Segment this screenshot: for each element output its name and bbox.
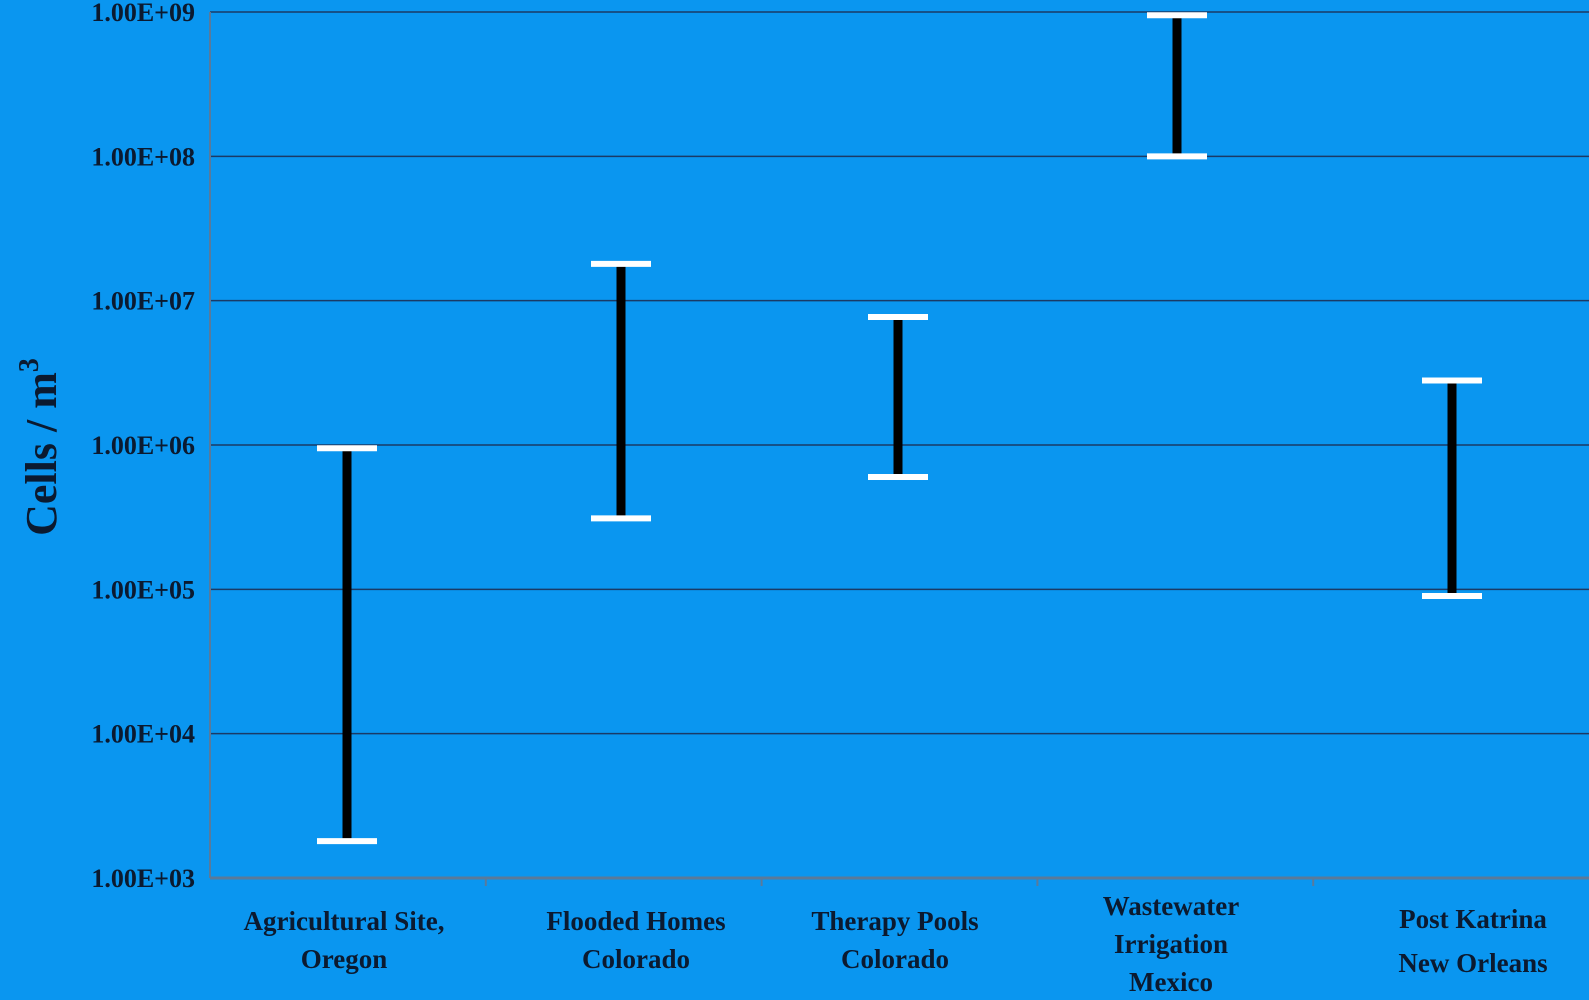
x-category-label: Wastewater Irrigation Mexico [1103,891,1239,997]
y-axis-title-text: Cells / m [17,372,66,536]
y-tick-label: 1.00E+03 [91,864,195,893]
x-category-label-line: New Orleans [1398,948,1547,978]
x-category-label: Therapy Pools Colorado [811,906,978,974]
y-axis-title-superscript: 3 [14,358,45,372]
x-category-label: Agricultural Site, Oregon [244,906,445,974]
x-category-label-line: Therapy Pools [811,906,978,936]
y-tick-label: 1.00E+04 [91,720,195,749]
x-category-label-line: Irrigation [1114,929,1228,959]
x-category-label: Flooded Homes Colorado [546,906,725,974]
y-tick-label: 1.00E+06 [91,431,195,460]
range-bars [317,12,1482,845]
x-category-label-line: Wastewater [1103,891,1239,921]
x-category-label-line: Colorado [841,944,949,974]
x-category-label-line: Post Katrina [1399,904,1547,934]
x-category-label-line: Mexico [1129,967,1213,997]
x-category-labels: Agricultural Site, Oregon Flooded Homes Col… [244,891,1548,997]
x-category-label-line: Colorado [582,944,690,974]
axes [209,12,1589,886]
y-tick-label: 1.00E+05 [91,575,195,604]
y-tick-label: 1.00E+09 [91,0,195,27]
x-category-label-line: Agricultural Site, [244,906,445,936]
y-tick-label: 1.00E+07 [91,287,195,316]
x-category-label-line: Flooded Homes [546,906,725,936]
y-tick-label: 1.00E+08 [91,142,195,171]
y-axis-title: Cells / m3 [14,358,66,536]
x-category-label: Post Katrina New Orleans [1398,904,1547,978]
x-category-label-line: Oregon [301,944,388,974]
y-tick-labels: 1.00E+03 1.00E+04 1.00E+05 1.00E+06 1.00E+07… [91,0,195,893]
